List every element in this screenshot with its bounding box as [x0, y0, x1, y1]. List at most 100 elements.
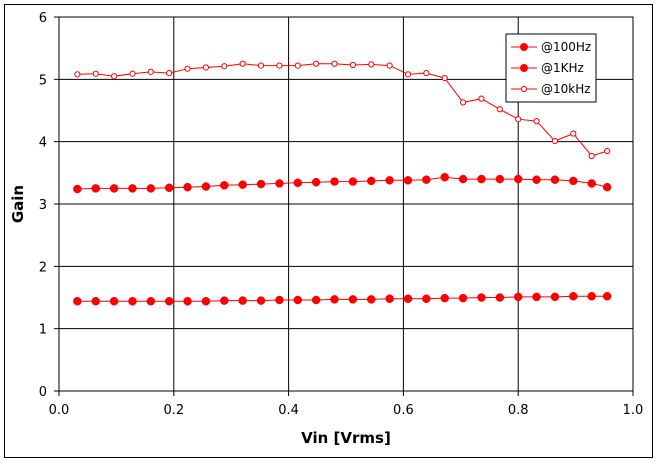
data-point	[221, 63, 228, 70]
legend-label: @10kHz	[541, 82, 591, 96]
data-point	[604, 147, 611, 155]
series-1	[73, 292, 612, 306]
data-point	[330, 177, 339, 186]
data-point	[477, 174, 486, 184]
y-tick-label: 3	[39, 198, 47, 213]
data-point	[238, 180, 247, 189]
x-tick-label: 0.0	[49, 403, 70, 418]
data-point	[385, 176, 394, 185]
data-point	[551, 137, 559, 145]
x-tick-label: 1.0	[623, 403, 644, 418]
data-point	[146, 296, 156, 306]
data-point	[275, 295, 284, 305]
data-point	[513, 174, 523, 184]
data-point	[458, 174, 468, 184]
data-point	[128, 296, 137, 306]
legend-label: @100Hz	[541, 40, 591, 54]
data-point	[550, 175, 560, 184]
data-point	[569, 176, 578, 186]
data-point	[183, 182, 192, 192]
data-point	[184, 65, 191, 72]
data-point	[404, 71, 412, 78]
legend-label: @1KHz	[541, 61, 584, 75]
data-point	[532, 292, 541, 302]
data-point	[330, 295, 339, 304]
series-line	[77, 176, 608, 190]
data-point	[275, 179, 284, 188]
y-tick-label: 2	[39, 260, 47, 275]
data-point	[202, 64, 210, 71]
y-tick-label: 1	[39, 323, 47, 338]
data-point	[495, 174, 505, 184]
data-point	[293, 295, 303, 305]
data-point	[367, 295, 376, 304]
data-point	[128, 184, 137, 193]
data-point	[73, 296, 82, 306]
data-point	[91, 184, 100, 193]
data-point	[602, 292, 612, 301]
x-axis-title: Vin [Vrms]	[301, 429, 391, 447]
data-point	[294, 62, 301, 69]
x-tick-label: 0.6	[393, 403, 414, 418]
data-point	[73, 184, 82, 194]
axis-ticks: 0.0 0.2 0.4 0.6 0.8 1.0 0 1 2 3 4 5 6	[39, 11, 644, 418]
data-point	[293, 178, 303, 188]
data-point	[569, 292, 578, 301]
data-point	[311, 295, 321, 305]
data-point	[257, 62, 265, 69]
data-point	[348, 177, 358, 186]
data-point	[403, 294, 413, 303]
legend-item: @1KHz	[511, 61, 584, 75]
data-point	[570, 130, 577, 137]
data-point	[602, 182, 612, 192]
data-series	[73, 60, 612, 306]
data-point	[550, 292, 560, 302]
x-tick-label: 0.8	[508, 403, 529, 418]
data-point	[422, 175, 431, 184]
data-point	[164, 183, 174, 193]
data-point	[166, 70, 173, 77]
data-point	[331, 60, 338, 67]
data-point	[239, 60, 246, 67]
data-point	[311, 177, 321, 187]
legend-item: @100Hz	[511, 40, 591, 54]
data-point	[220, 181, 229, 190]
data-point	[403, 176, 413, 185]
data-point	[111, 73, 118, 80]
data-point	[183, 296, 192, 306]
data-point	[587, 292, 596, 301]
data-point	[496, 106, 503, 113]
data-point	[147, 68, 154, 75]
y-axis-title: Gain	[9, 185, 27, 223]
data-point	[74, 71, 81, 78]
data-point	[422, 294, 431, 303]
data-point	[146, 184, 156, 193]
data-point	[238, 296, 247, 305]
data-point	[459, 99, 467, 106]
data-point	[533, 117, 540, 125]
data-point	[368, 61, 375, 68]
x-tick-label: 0.2	[163, 403, 184, 418]
data-point	[423, 70, 430, 77]
data-point	[201, 182, 211, 191]
data-point	[256, 179, 266, 189]
data-point	[477, 293, 486, 302]
data-point	[109, 296, 119, 306]
data-point	[220, 296, 229, 305]
data-point	[109, 184, 119, 193]
data-point	[348, 295, 358, 304]
data-point	[129, 70, 136, 77]
series-3	[74, 60, 611, 160]
data-point	[440, 293, 449, 303]
data-point	[441, 74, 448, 82]
legend: @100Hz @1KHz @10kHz	[505, 33, 597, 103]
y-tick-label: 0	[39, 385, 47, 400]
legend-marker	[520, 85, 528, 93]
data-point	[276, 62, 283, 69]
data-point	[367, 176, 376, 186]
legend-item: @10kHz	[511, 82, 591, 96]
series-line	[77, 295, 608, 302]
data-point	[515, 116, 522, 123]
data-point	[91, 296, 100, 306]
